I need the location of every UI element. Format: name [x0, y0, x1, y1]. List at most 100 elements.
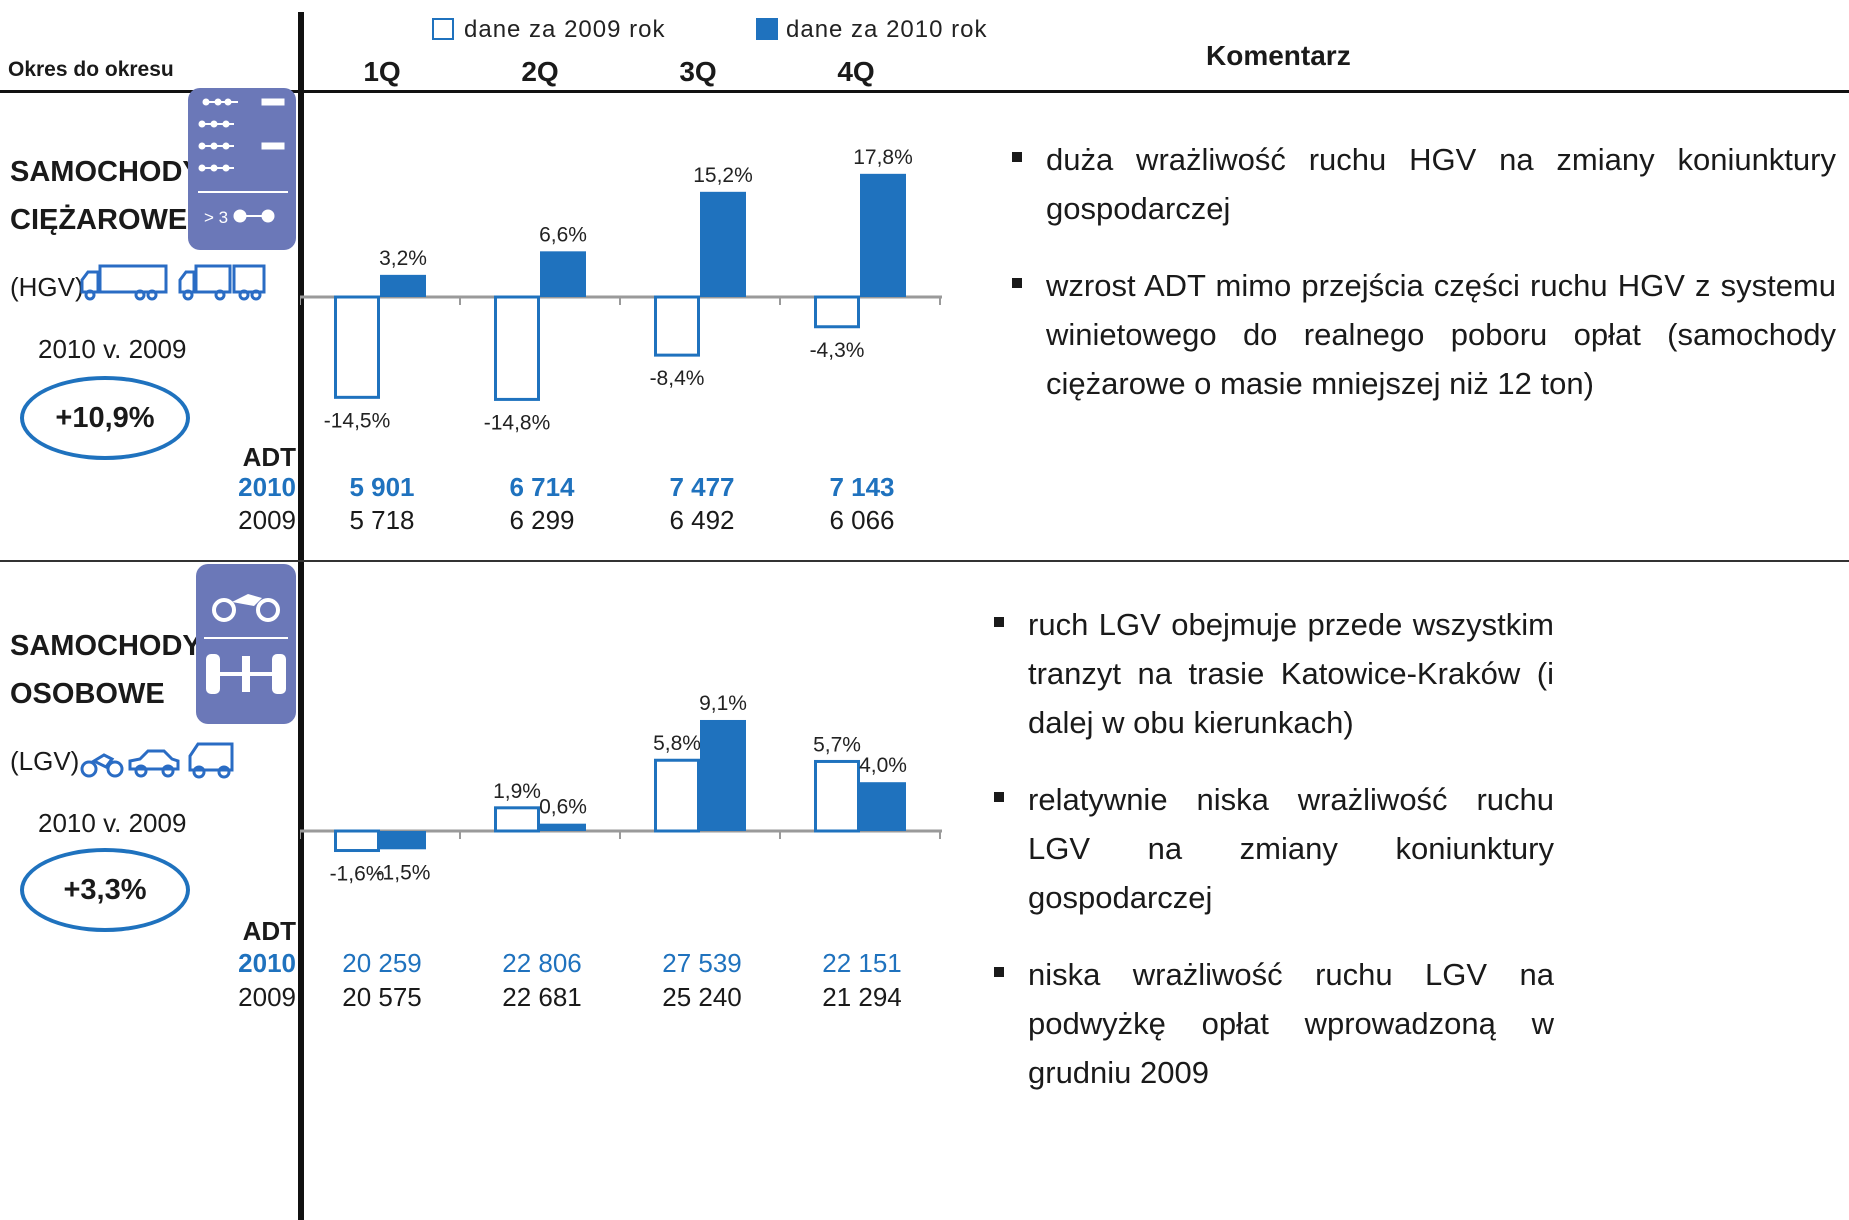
- lgv-adt-2009-q2: 22 681: [502, 982, 582, 1012]
- lgv-data-label-2009-3Q: 5,8%: [653, 732, 701, 755]
- hgv-data-label-2010-4Q: 17,8%: [853, 146, 913, 169]
- lgv-comment-2: relatywnie niska wrażliwość ruchu LGV na…: [994, 775, 1554, 922]
- lgv-adt-2010-q1: 20 259: [342, 948, 422, 978]
- lgv-title-line1: SAMOCHODY: [10, 630, 202, 662]
- lgv-comparison-label: 2010 v. 2009: [38, 808, 187, 838]
- lgv-data-label-2010-3Q: 9,1%: [699, 692, 747, 715]
- lgv-bar-2009-1Q: [334, 829, 380, 853]
- hgv-row-2010-label: 2010: [238, 472, 296, 502]
- hgv-bar-2009-2Q: [494, 295, 540, 401]
- lgv-data-label-2009-2Q: 1,9%: [493, 780, 541, 803]
- legend-label-2010: dane za 2010 rok: [786, 16, 988, 43]
- truck-trailer-icon: [176, 262, 270, 307]
- hgv-data-label-2010-2Q: 6,6%: [539, 223, 587, 246]
- lgv-comment-3: niska wrażliwość ruchu LGV na podwyżkę o…: [994, 950, 1554, 1097]
- lgv-adt-2010-q3: 27 539: [662, 948, 742, 978]
- hgv-icon-box-text: > 3: [204, 208, 228, 227]
- hgv-title-line2: CIĘŻAROWE: [10, 204, 188, 236]
- lgv-vehicle-type-icon: [196, 564, 296, 724]
- header-rule: [0, 90, 1849, 93]
- comment-header: Komentarz: [1206, 40, 1351, 71]
- lgv-adt-2009-q4: 21 294: [822, 982, 902, 1012]
- quarter-header-2: 2Q: [521, 56, 559, 87]
- hgv-adt-2009-q3: 6 492: [669, 505, 735, 535]
- hgv-axle-config-icon: > 3: [188, 88, 296, 250]
- hgv-data-label-2010-1Q: 3,2%: [379, 247, 427, 270]
- lgv-change-value: +3,3%: [63, 873, 147, 906]
- quarter-header-1: 1Q: [363, 56, 401, 87]
- hgv-bar-2010-1Q: [380, 274, 426, 297]
- lgv-title-line2: OSOBOWE: [10, 678, 165, 710]
- truck-icon: [78, 262, 174, 307]
- hgv-chart: -14,5% 3,2% -14,8% 6,6% -8,4% 15,2% -4,3% 17,8%: [300, 146, 942, 434]
- legend-swatch-2009: [432, 18, 454, 40]
- motorcycle-car-axle-icon: [204, 594, 288, 694]
- lgv-bar-2010-1Q: [380, 831, 426, 850]
- lgv-abbr: (LGV): [10, 746, 80, 776]
- hgv-comments: duża wrażliwość ruchu HGV na zmiany koni…: [1012, 135, 1836, 436]
- hgv-adt-label: ADT: [242, 442, 296, 472]
- lgv-bar-2010-2Q: [540, 823, 586, 831]
- lgv-row-2009-label: 2009: [238, 982, 296, 1012]
- lgv-bar-2009-4Q: [814, 759, 860, 833]
- lgv-chart: -1,6%-1,5% 1,9%0,6% 5,8% 9,1% 5,7%4,0%: [300, 692, 942, 886]
- hgv-change-value: +10,9%: [55, 401, 155, 434]
- lgv-adt-2010-q4: 22 151: [822, 948, 902, 978]
- hgv-bar-2009-4Q: [814, 295, 860, 329]
- hgv-bar-2010-3Q: [700, 191, 746, 297]
- hgv-adt-2010-q2: 6 714: [509, 472, 575, 502]
- hgv-comment-2: wzrost ADT mimo przejścia części ruchu H…: [1012, 261, 1836, 408]
- lgv-adt-2010-q2: 22 806: [502, 948, 582, 978]
- axle-diagram-icon: > 3: [198, 98, 288, 227]
- hgv-row-2009-label: 2009: [238, 505, 296, 535]
- hgv-comment-1: duża wrażliwość ruchu HGV na zmiany koni…: [1012, 135, 1836, 233]
- car-icon: [126, 745, 182, 784]
- lgv-change-badge: +3,3%: [20, 848, 190, 932]
- hgv-change-badge: +10,9%: [20, 376, 190, 460]
- hgv-title-line1: SAMOCHODY: [10, 156, 202, 188]
- lgv-adt-2009-q3: 25 240: [662, 982, 742, 1012]
- lgv-title: SAMOCHODY OSOBOWE: [10, 622, 202, 718]
- lgv-bar-2010-4Q: [860, 782, 906, 831]
- motorcycle-icon: [80, 745, 124, 784]
- lgv-data-label-2009-4Q: 5,7%: [813, 733, 861, 756]
- hgv-data-label-2009-3Q: -8,4%: [650, 367, 705, 390]
- hgv-adt-2009-q2: 6 299: [509, 505, 575, 535]
- legend-label-2009: dane za 2009 rok: [464, 16, 666, 43]
- hgv-title: SAMOCHODY CIĘŻAROWE: [10, 148, 202, 244]
- lgv-row-2010-label: 2010: [238, 948, 296, 978]
- hgv-bar-2010-4Q: [860, 173, 906, 297]
- hgv-comparison-label: 2010 v. 2009: [38, 334, 187, 364]
- hgv-adt-2010-q1: 5 901: [349, 472, 415, 502]
- hgv-data-label-2009-4Q: -4,3%: [810, 339, 865, 362]
- period-header: Okres do okresu: [8, 58, 174, 81]
- lgv-comments: ruch LGV obejmuje przede wszystkim tranz…: [994, 600, 1554, 1125]
- van-icon: [186, 740, 236, 785]
- hgv-bar-2009-1Q: [334, 295, 380, 399]
- hgv-bar-2009-3Q: [654, 295, 700, 357]
- hgv-adt-2010-q4: 7 143: [829, 472, 895, 502]
- vertical-divider: [298, 12, 304, 1220]
- lgv-bar-2010-3Q: [700, 719, 746, 831]
- quarter-header-4: 4Q: [837, 56, 875, 87]
- lgv-adt-2009-q1: 20 575: [342, 982, 422, 1012]
- hgv-bar-2010-2Q: [540, 251, 586, 297]
- quarter-header-3: 3Q: [679, 56, 717, 87]
- legend-swatch-2010: [756, 18, 778, 40]
- hgv-adt-2009-q4: 6 066: [829, 505, 895, 535]
- lgv-adt-label: ADT: [242, 916, 296, 946]
- hgv-data-label-2009-1Q: -14,5%: [324, 409, 391, 432]
- lgv-data-label-2010-1Q: -1,5%: [376, 861, 431, 884]
- section-divider: [0, 560, 1849, 562]
- hgv-adt-2010-q3: 7 477: [669, 472, 735, 502]
- hgv-adt-2009-q1: 5 718: [349, 505, 415, 535]
- lgv-comment-1: ruch LGV obejmuje przede wszystkim tranz…: [994, 600, 1554, 747]
- lgv-bar-2009-3Q: [654, 758, 700, 833]
- hgv-data-label-2009-2Q: -14,8%: [484, 411, 551, 434]
- lgv-data-label-2010-2Q: 0,6%: [539, 796, 587, 819]
- hgv-abbr: (HGV): [10, 272, 84, 302]
- lgv-data-label-2010-4Q: 4,0%: [859, 754, 907, 777]
- lgv-bar-2009-2Q: [494, 806, 540, 833]
- lgv-data-label-2009-1Q: -1,6%: [330, 863, 385, 886]
- hgv-data-label-2010-3Q: 15,2%: [693, 164, 753, 187]
